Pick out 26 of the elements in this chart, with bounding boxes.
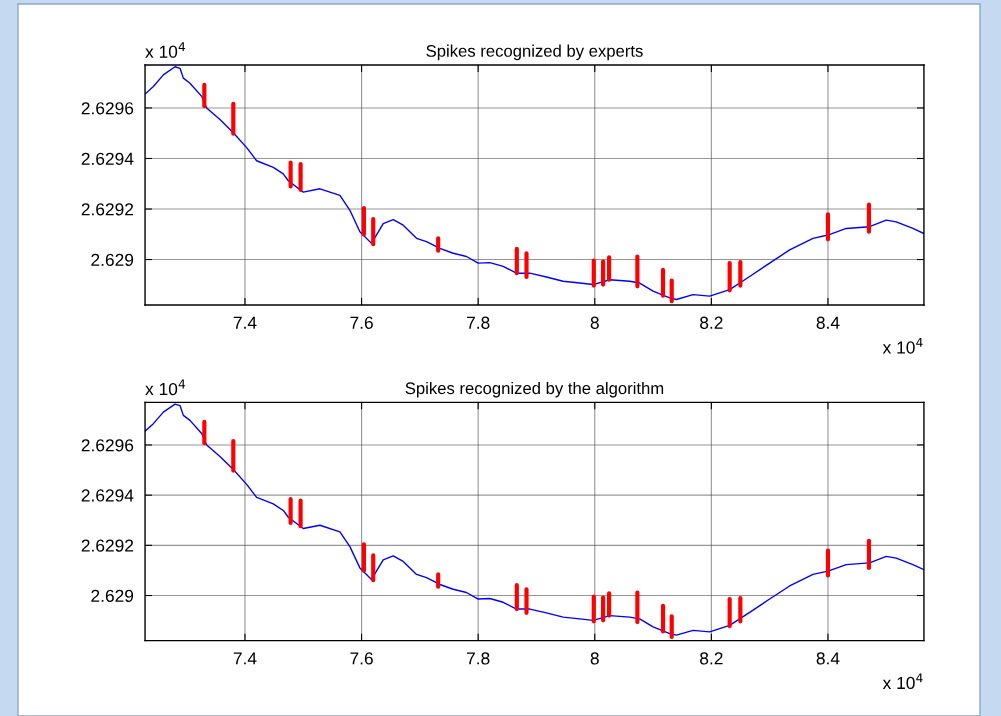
y-tick-label: 2.6292 <box>81 539 134 552</box>
text: x 10$^{4}$ <box>145 42 186 58</box>
x-tick-label: 7.4 <box>233 316 257 329</box>
x-tick-label: 8.4 <box>816 316 840 329</box>
y-tick-label: 2.6294 <box>81 489 134 502</box>
x-tick-label: 7.8 <box>466 316 490 329</box>
y-tick-label: 2.6294 <box>81 152 134 165</box>
chart-title: Spikes recognized by experts <box>426 44 643 61</box>
text: x 10$^{4}$ <box>145 379 186 396</box>
x-tick-label: 8.4 <box>816 652 840 665</box>
y-tick-label: 2.6296 <box>81 102 134 115</box>
y-tick-label: 2.629 <box>91 589 134 602</box>
x-tick-label: 8 <box>590 652 599 665</box>
chart-title: Spikes recognized by the algorithm <box>405 381 664 398</box>
x-tick-label: 8 <box>590 316 599 329</box>
y-tick-label: 2.629 <box>91 253 134 266</box>
text: x 10$^{4}$ <box>882 337 923 354</box>
x-tick-label: 7.4 <box>233 652 257 665</box>
x-tick-label: 7.8 <box>466 652 490 665</box>
x-tick-label: 7.6 <box>350 316 373 329</box>
x-tick-label: 8.2 <box>700 316 723 329</box>
x-tick-label: 7.6 <box>350 652 373 665</box>
x-tick-label: 8.2 <box>700 652 723 665</box>
y-tick-label: 2.6292 <box>81 203 134 216</box>
y-tick-label: 2.6296 <box>81 439 134 452</box>
text: x 10$^{4}$ <box>882 673 923 690</box>
